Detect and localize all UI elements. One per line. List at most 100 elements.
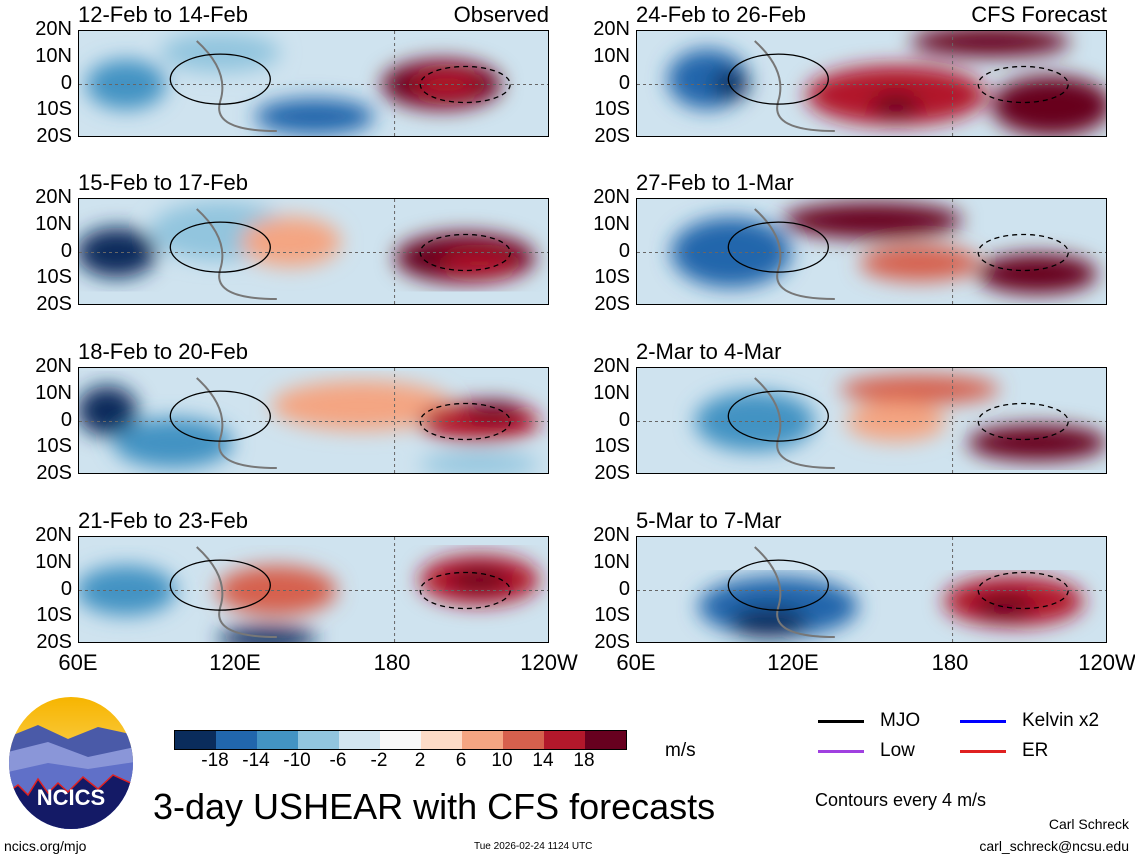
y-tick-label: 10S bbox=[36, 604, 72, 627]
colorbar-swatch bbox=[298, 731, 339, 749]
author-email[interactable]: carl_schreck@ncsu.edu bbox=[979, 838, 1129, 854]
y-tick-label: 20S bbox=[594, 125, 630, 147]
shear-anomaly-region bbox=[991, 75, 1106, 136]
colorbar-label: 6 bbox=[455, 750, 467, 771]
colorbar-swatch bbox=[175, 731, 216, 749]
legend-line-mjo bbox=[818, 720, 864, 723]
colorbar-label: 2 bbox=[414, 750, 426, 771]
map-panel bbox=[78, 198, 549, 305]
ncics-logo: NCICS bbox=[8, 697, 135, 830]
y-tick-label: 20S bbox=[594, 462, 630, 484]
legend-line-kelvin-x2 bbox=[960, 720, 1006, 723]
y-tick-label: 10S bbox=[594, 435, 630, 458]
legend-label: MJO bbox=[880, 710, 921, 731]
legend-label: Kelvin x2 bbox=[1022, 710, 1100, 731]
y-tick-label: 20N bbox=[593, 524, 630, 546]
shear-anomaly-region bbox=[240, 216, 341, 267]
shear-anomaly-region bbox=[713, 69, 750, 100]
colorbar-swatch bbox=[257, 731, 298, 749]
shear-anomaly-region bbox=[216, 565, 337, 616]
y-tick-label: 20S bbox=[594, 293, 630, 315]
shear-anomaly-region bbox=[694, 391, 815, 452]
shear-anomaly-region bbox=[160, 32, 281, 73]
y-tick-label: 20N bbox=[35, 18, 72, 40]
shear-anomaly-region bbox=[254, 98, 375, 135]
legend-line-er bbox=[960, 750, 1006, 753]
y-tick-label: 0 bbox=[618, 239, 630, 262]
y-tick-label: 10N bbox=[593, 381, 630, 404]
colorbar bbox=[174, 730, 627, 750]
y-tick-label: 0 bbox=[618, 577, 630, 600]
x-tick-label: 60E bbox=[616, 650, 656, 675]
colorbar-swatch bbox=[421, 731, 462, 749]
y-tick-label: 20S bbox=[36, 631, 72, 653]
colorbar-label: 14 bbox=[532, 750, 554, 771]
y-tick-label: 10N bbox=[593, 550, 630, 573]
shear-anomaly-region bbox=[977, 253, 1098, 294]
y-tick-label: 20N bbox=[35, 524, 72, 546]
y-tick-label: 10S bbox=[36, 266, 72, 289]
y-tick-label: 0 bbox=[60, 239, 72, 262]
shear-anomaly-region bbox=[271, 380, 452, 431]
y-tick-label: 10S bbox=[36, 435, 72, 458]
map-panel bbox=[636, 536, 1107, 643]
shear-anomaly-region bbox=[113, 417, 234, 468]
y-tick-label: 20N bbox=[35, 355, 72, 377]
x-tick-label: 180 bbox=[373, 650, 411, 675]
legend-label: ER bbox=[1022, 740, 1049, 761]
panel-title: 21-Feb to 23-Feb bbox=[78, 508, 248, 533]
shear-anomaly-region bbox=[439, 251, 520, 276]
colorbar-label: -10 bbox=[283, 750, 311, 771]
shear-anomaly-region bbox=[79, 385, 138, 436]
shear-anomaly-region bbox=[86, 59, 167, 110]
x-tick-label: 60E bbox=[58, 650, 98, 675]
y-tick-label: 20S bbox=[36, 293, 72, 315]
svg-text:NCICS: NCICS bbox=[37, 785, 105, 810]
y-tick-label: 10S bbox=[594, 266, 630, 289]
y-tick-label: 20S bbox=[36, 125, 72, 147]
colorbar-label: 18 bbox=[573, 750, 595, 771]
colorbar-swatch bbox=[380, 731, 421, 749]
y-tick-label: 10S bbox=[594, 604, 630, 627]
panel-source-label: Observed bbox=[453, 2, 549, 27]
shear-anomaly-region bbox=[671, 217, 792, 288]
y-tick-label: 0 bbox=[60, 408, 72, 431]
panel-title: 12-Feb to 14-Feb bbox=[78, 2, 248, 27]
x-tick-label: 120E bbox=[209, 650, 261, 675]
map-panel bbox=[78, 30, 549, 137]
shear-anomaly-region bbox=[782, 202, 963, 239]
panel-title: 27-Feb to 1-Mar bbox=[636, 170, 794, 195]
y-tick-label: 0 bbox=[618, 408, 630, 431]
x-tick-label: 120E bbox=[767, 650, 819, 675]
colorbar-swatch bbox=[216, 731, 257, 749]
colorbar-swatch bbox=[462, 731, 503, 749]
panel-source-label: CFS Forecast bbox=[971, 2, 1107, 27]
shear-anomaly-region bbox=[419, 452, 540, 473]
panel-title: 18-Feb to 20-Feb bbox=[78, 339, 248, 364]
shear-anomaly-region bbox=[967, 424, 1106, 461]
shear-anomaly-region bbox=[871, 93, 922, 118]
y-tick-label: 20N bbox=[35, 186, 72, 208]
map-panel bbox=[636, 367, 1107, 474]
author: Carl Schreck bbox=[1048, 816, 1129, 832]
website-link[interactable]: ncics.org/mjo bbox=[4, 838, 87, 854]
legend-line-low bbox=[818, 750, 864, 753]
map-panel bbox=[636, 30, 1107, 137]
colorbar-swatch bbox=[503, 731, 544, 749]
y-tick-label: 0 bbox=[60, 577, 72, 600]
figure-title: 3-day USHEAR with CFS forecasts bbox=[153, 786, 716, 827]
y-tick-label: 0 bbox=[60, 71, 72, 94]
map-panel bbox=[78, 367, 549, 474]
x-tick-label: 180 bbox=[931, 650, 969, 675]
shear-anomaly-region bbox=[839, 374, 1000, 405]
panel-title: 15-Feb to 17-Feb bbox=[78, 170, 248, 195]
map-panel bbox=[636, 198, 1107, 305]
y-tick-label: 10S bbox=[36, 98, 72, 121]
y-tick-label: 20S bbox=[36, 462, 72, 484]
y-tick-label: 10S bbox=[594, 98, 630, 121]
colorbar-label: -2 bbox=[370, 750, 388, 771]
shear-anomaly-region bbox=[449, 567, 510, 592]
shear-anomaly-region bbox=[910, 31, 1071, 57]
colorbar-swatch bbox=[585, 731, 626, 749]
